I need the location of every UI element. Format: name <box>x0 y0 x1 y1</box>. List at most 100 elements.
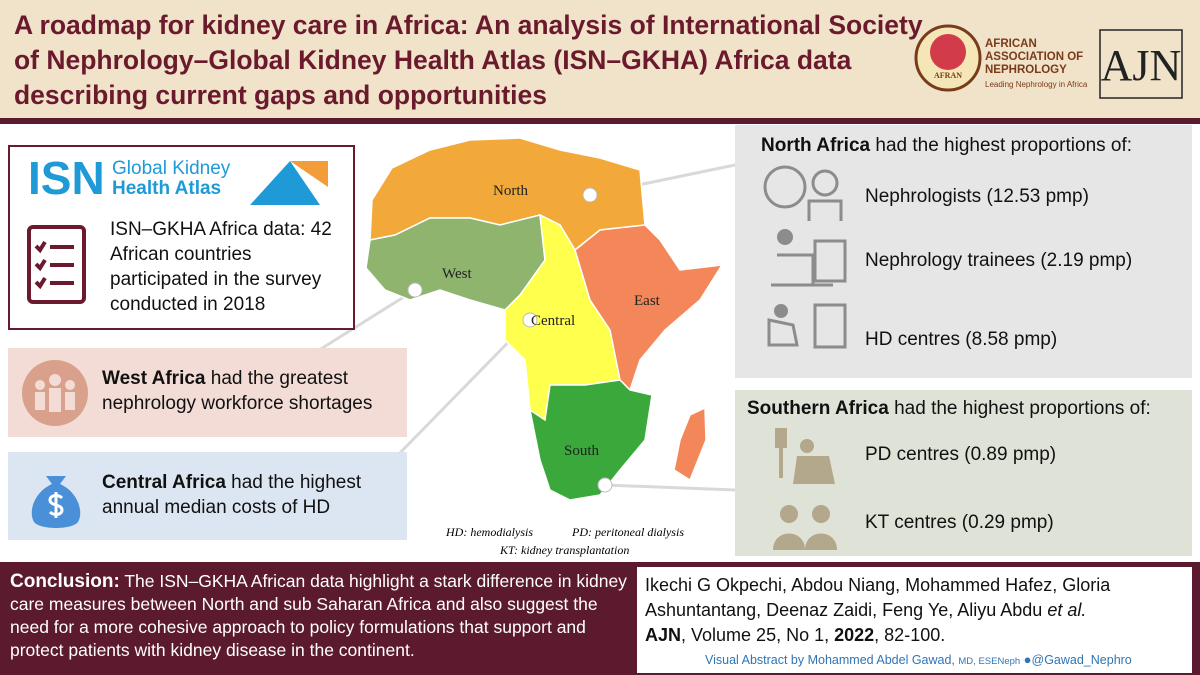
icon-part <box>49 374 61 386</box>
icon-part <box>774 304 788 318</box>
icon-part <box>775 428 787 448</box>
conclusion: Conclusion: The ISN–GKHA African data hi… <box>10 570 630 662</box>
abbreviation: HD: hemodialysis <box>445 525 533 539</box>
icon-part <box>35 380 45 390</box>
map-labels: North West Central East South <box>442 183 661 459</box>
west-box: West Africa had the greatest nephrology … <box>8 348 407 437</box>
authors: Ikechi G Okpechi, Abdou Niang, Mohammed … <box>645 575 1111 620</box>
madagascar <box>673 406 707 482</box>
icon-part <box>805 533 837 550</box>
connector <box>604 483 736 492</box>
pages: , 82-100. <box>874 625 946 645</box>
south-item: PD centres (0.89 pmp) <box>865 444 1057 465</box>
conclusion-label: Conclusion: <box>10 571 120 592</box>
year: 2022 <box>834 625 875 645</box>
icon-part <box>767 318 799 347</box>
icon-part <box>800 439 814 453</box>
afran-logo-inner <box>930 34 966 70</box>
icon-part <box>777 229 793 245</box>
citation: Ikechi G Okpechi, Abdou Niang, Mohammed … <box>637 567 1192 673</box>
association-tagline: Leading Nephrology in Africa <box>985 80 1088 89</box>
panel-heading: Southern Africa had the highest proporti… <box>747 396 1151 421</box>
north-item: Nephrologists (12.53 pmp) <box>865 186 1089 207</box>
credit: Visual Abstract by Mohammed Abdel Gawad,… <box>705 652 1132 667</box>
north-item: Nephrology trainees (2.19 pmp) <box>865 250 1133 271</box>
pin <box>597 477 613 493</box>
icon-part <box>771 253 833 287</box>
icon-part <box>65 392 75 410</box>
region-name: West Africa <box>102 368 206 389</box>
isn-logo-line: Global Kidney <box>112 158 231 179</box>
north-item: HD centres (8.58 pmp) <box>865 329 1058 350</box>
central-box: Central Africa had the highest annual me… <box>8 452 407 540</box>
icon-part <box>34 240 47 254</box>
ajn-frame <box>1099 29 1183 99</box>
icon-part <box>773 533 805 550</box>
region-name: Central Africa <box>102 472 226 493</box>
isn-box: ISN Global Kidney Health Atlas ISN–GKHA … <box>8 145 355 330</box>
pin <box>522 312 538 328</box>
pin <box>407 282 423 298</box>
panel-heading: North Africa had the highest proportions… <box>761 133 1132 158</box>
conclusion-text: The ISN–GKHA African data highlight a st… <box>10 571 627 660</box>
journal: AJN <box>645 625 682 645</box>
isn-text: ISN–GKHA Africa data: 42 African countri… <box>110 219 332 315</box>
map-label: North <box>493 183 528 199</box>
heading-text: had the highest proportions of: <box>894 398 1151 419</box>
icon-part <box>773 428 837 550</box>
header-rule <box>0 118 1200 124</box>
icon-part <box>774 229 793 318</box>
pin <box>582 187 598 203</box>
clipboard <box>27 225 86 304</box>
ajn-logo: AJN <box>1101 41 1182 90</box>
region-name: North Africa <box>761 135 871 156</box>
icon-part <box>35 374 75 412</box>
icon-part <box>813 239 847 283</box>
icon-part <box>779 448 783 478</box>
central-finding: Central Africa had the highest annual me… <box>102 470 402 520</box>
icon-part <box>35 392 45 410</box>
isn-logo-line: Health Atlas <box>112 178 222 199</box>
credit-degrees: MD, ESENeph <box>958 656 1021 667</box>
abbreviation: KT: kidney transplantation <box>499 543 629 557</box>
icon-part <box>793 456 835 484</box>
icon-part <box>763 165 807 209</box>
abbreviation: PD: peritoneal dialysis <box>571 525 684 539</box>
isn-logo-mark <box>250 161 328 205</box>
triangle <box>290 161 328 187</box>
icon-part <box>812 505 830 523</box>
et-al: et al. <box>1047 600 1087 620</box>
isn-logo: ISN <box>28 152 105 204</box>
finding-text: had the highest annual median costs of H… <box>102 472 362 518</box>
region-name: Southern Africa <box>747 398 889 419</box>
north-panel: North Africa had the highest proportions… <box>735 125 1192 378</box>
south-icons <box>773 428 837 550</box>
cost-icon <box>31 476 81 528</box>
heading-text: had the highest proportions of: <box>875 135 1133 156</box>
icon-part <box>49 388 61 412</box>
volume: , Volume 25, No 1, <box>681 625 830 645</box>
map-label: South <box>564 443 600 459</box>
dollar <box>48 492 64 518</box>
workforce-icon <box>22 360 88 426</box>
map-label: Central <box>531 313 575 329</box>
title: A roadmap for kidney care in Africa: An … <box>14 10 923 110</box>
finding-text: had the greatest nephrology workforce sh… <box>102 368 373 414</box>
checklist <box>34 240 74 290</box>
icon-part <box>763 165 847 349</box>
association-name: AFRICAN ASSOCIATION OF NEPHROLOGY <box>985 38 1084 76</box>
credit-handle: @Gawad_Nephro <box>1031 653 1132 667</box>
header-band <box>0 0 1200 118</box>
survey-icon <box>27 225 86 304</box>
icon-part <box>65 380 75 390</box>
triangle <box>250 161 320 205</box>
south-item: KT centres (0.29 pmp) <box>865 512 1054 533</box>
africa-map <box>365 137 724 501</box>
twitter-bird: ● <box>1023 652 1032 667</box>
map-label: East <box>634 293 661 309</box>
south-panel: Southern Africa had the highest proporti… <box>735 390 1192 556</box>
map-pins <box>407 187 613 493</box>
